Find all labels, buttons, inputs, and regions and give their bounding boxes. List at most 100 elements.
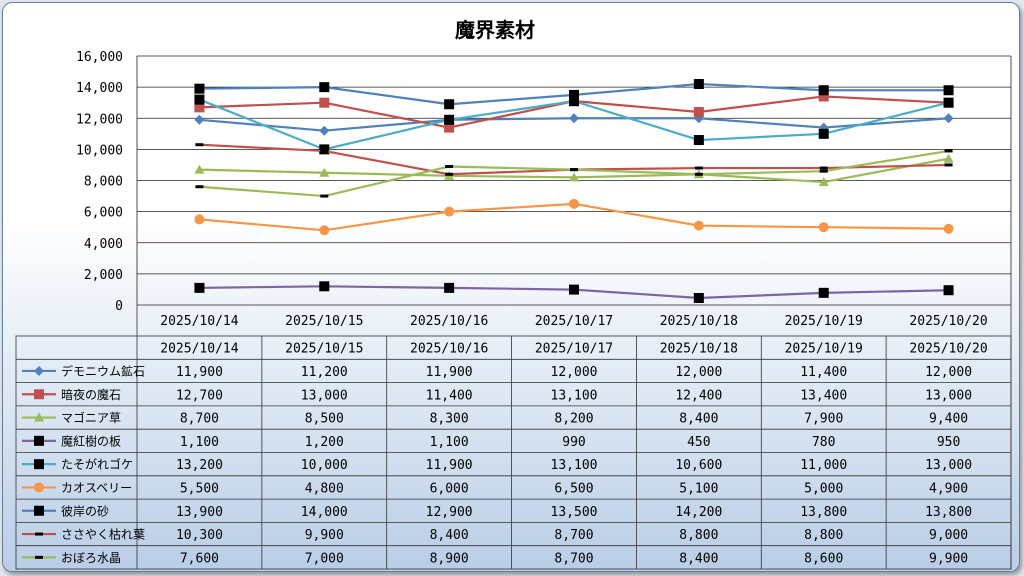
data-point bbox=[693, 135, 704, 146]
y-tick-label: 12,000 bbox=[76, 112, 123, 127]
series-name: たそがれゴケ bbox=[61, 457, 133, 472]
data-point bbox=[445, 164, 454, 168]
data-point bbox=[694, 172, 703, 176]
table-value-cell: 6,500 bbox=[554, 481, 593, 496]
data-point bbox=[194, 102, 205, 113]
table-value-cell: 12,000 bbox=[675, 365, 722, 380]
table-value-cell: 6,000 bbox=[430, 481, 469, 496]
data-point bbox=[944, 163, 953, 167]
table-value-cell: 13,000 bbox=[925, 458, 972, 473]
series-line bbox=[194, 281, 954, 303]
data-point bbox=[444, 114, 455, 125]
data-point bbox=[194, 164, 205, 174]
legend-key bbox=[22, 435, 56, 446]
data-point bbox=[319, 97, 330, 108]
data-point bbox=[35, 532, 43, 536]
data-point bbox=[693, 107, 704, 118]
series-line bbox=[195, 149, 953, 198]
table-value-cell: 7,600 bbox=[180, 551, 219, 566]
table-value-cell: 11,900 bbox=[426, 458, 473, 473]
table-value-cell: 8,200 bbox=[554, 412, 593, 427]
table-value-cell: 4,800 bbox=[305, 481, 344, 496]
table-value-cell: 8,400 bbox=[679, 551, 718, 566]
table-value-cell: 12,900 bbox=[426, 505, 473, 520]
data-point bbox=[194, 114, 205, 125]
data-point bbox=[319, 82, 330, 93]
table-value-cell: 9,000 bbox=[929, 528, 968, 543]
table-value-cell: 5,100 bbox=[679, 481, 718, 496]
x-tick-label: 2025/10/20 bbox=[909, 314, 987, 329]
table-value-cell: 8,600 bbox=[804, 551, 843, 566]
table-header-cell: 2025/10/20 bbox=[909, 342, 987, 357]
data-point bbox=[943, 285, 954, 296]
data-point bbox=[693, 292, 704, 303]
x-axis: 2025/10/14 2025/10/15 2025/10/16 2025/10/17… bbox=[160, 314, 987, 329]
y-tick-label: 6,000 bbox=[84, 206, 123, 221]
table-header-cell: 2025/10/14 bbox=[160, 342, 238, 357]
table-value-cell: 8,700 bbox=[554, 528, 593, 543]
data-point bbox=[943, 113, 954, 124]
data-point bbox=[570, 168, 578, 172]
data-point bbox=[444, 206, 455, 217]
table-header-cell: 2025/10/18 bbox=[660, 342, 738, 357]
table-value-cell: 12,400 bbox=[675, 388, 722, 403]
data-point bbox=[319, 167, 330, 177]
series-name: マゴニア草 bbox=[61, 410, 121, 425]
series-line bbox=[194, 79, 954, 110]
table-value-cell: 11,400 bbox=[426, 388, 473, 403]
table-value-cell: 10,600 bbox=[675, 458, 722, 473]
table-value-cell: 14,000 bbox=[301, 505, 348, 520]
table-value-cell: 8,700 bbox=[554, 551, 593, 566]
table-value-cell: 12,000 bbox=[925, 365, 972, 380]
data-point bbox=[818, 85, 829, 96]
data-point bbox=[445, 172, 454, 176]
table-value-cell: 1,200 bbox=[305, 435, 344, 450]
table-value-cell: 8,800 bbox=[804, 528, 843, 543]
y-tick-label: 10,000 bbox=[76, 143, 123, 158]
data-point bbox=[569, 96, 579, 107]
data-point bbox=[194, 214, 205, 225]
table-value-cell: 8,700 bbox=[180, 412, 219, 427]
data-point bbox=[818, 222, 829, 233]
table-value-cell: 13,100 bbox=[551, 388, 598, 403]
table-value-cell: 8,400 bbox=[679, 412, 718, 427]
legend-key bbox=[22, 365, 56, 376]
data-point bbox=[319, 225, 330, 236]
table-value-cell: 13,800 bbox=[925, 505, 972, 520]
table-value-cell: 11,200 bbox=[301, 365, 348, 380]
data-point bbox=[818, 91, 829, 102]
y-axis: 0 2,000 4,000 6,000 8,000 10,000 12,000 14,000 1… bbox=[76, 50, 123, 314]
table-value-cell: 9,900 bbox=[305, 528, 344, 543]
table-value-cell: 13,900 bbox=[176, 505, 223, 520]
table-value-cell: 13,000 bbox=[925, 388, 972, 403]
data-point bbox=[34, 389, 44, 400]
table-value-cell: 5,000 bbox=[804, 481, 843, 496]
chart-title: 魔界素材 bbox=[455, 18, 535, 42]
x-tick-label: 2025/10/15 bbox=[285, 314, 363, 329]
data-point bbox=[943, 85, 954, 96]
table-value-cell: 13,200 bbox=[176, 458, 223, 473]
table-header-cell: 2025/10/19 bbox=[785, 342, 863, 357]
table-value-cell: 12,700 bbox=[176, 388, 223, 403]
table-value-cell: 11,900 bbox=[176, 365, 223, 380]
series-line bbox=[194, 94, 954, 155]
table-value-cell: 4,900 bbox=[929, 481, 968, 496]
table-header-cell: 2025/10/16 bbox=[410, 342, 488, 357]
data-point bbox=[194, 282, 205, 293]
data-point bbox=[444, 99, 455, 110]
table-value-cell: 8,900 bbox=[430, 551, 469, 566]
data-point bbox=[34, 365, 44, 376]
line-chart-with-data-table: 魔界素材 0 2,000 4,000 6,000 8,000 10,000 12,000 14… bbox=[15, 18, 1012, 570]
data-point bbox=[818, 287, 829, 298]
series-line bbox=[194, 113, 954, 136]
legend-key bbox=[22, 532, 56, 536]
data-point bbox=[944, 149, 953, 153]
data-point bbox=[694, 166, 703, 170]
table-value-cell: 13,100 bbox=[551, 458, 598, 473]
data-point bbox=[569, 113, 579, 124]
data-point bbox=[195, 185, 204, 189]
data-point bbox=[943, 97, 954, 108]
table-value-cell: 990 bbox=[562, 435, 585, 450]
legend-key bbox=[22, 459, 56, 470]
